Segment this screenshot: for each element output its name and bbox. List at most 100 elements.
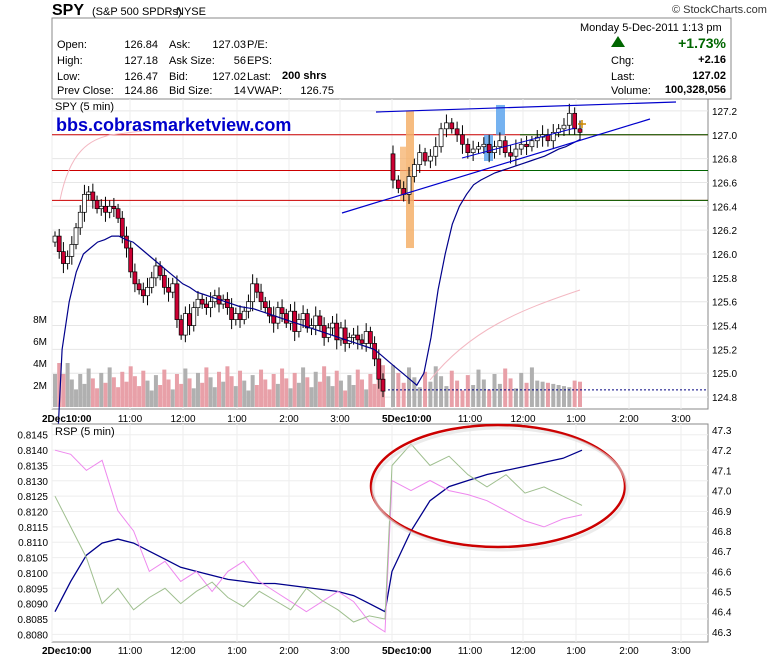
volume-bar (275, 383, 280, 407)
candle-body (351, 334, 356, 338)
price-axis: 127.2 127.0 126.8 126.6 126.4 126.2 126.0 125.8… (712, 107, 737, 404)
volume-bar (212, 387, 217, 407)
rsp-left-tick-label: 0.8080 (17, 630, 48, 641)
rsp-right-tick-label: 46.3 (712, 628, 732, 639)
rsp-right-tick-label: 46.6 (712, 567, 732, 578)
time-tick-label: 1:00 (566, 414, 586, 425)
volume-bar (540, 381, 545, 407)
rsp-time-tick-label: 2Dec10:00 (42, 646, 92, 657)
candle-body (524, 143, 529, 148)
volume-bar (271, 374, 276, 407)
volume-bar (326, 376, 331, 407)
volume-bar (74, 389, 79, 407)
time-tick-label: 3:00 (330, 414, 350, 425)
rsp-time-tick-label: 12:00 (170, 646, 195, 657)
volume-bar (460, 390, 465, 407)
low-label: Low: (57, 71, 81, 83)
volume-bar (111, 377, 116, 407)
volume-bar (288, 388, 293, 407)
time-tick-label: 12:00 (510, 414, 535, 425)
rsp-left-tick-label: 0.8145 (17, 431, 48, 442)
rsp-right-axis: 47.3 47.2 47.1 47.0 46.9 46.8 46.7 46.6 46.5 46.4… (712, 426, 732, 639)
prevclose-label: Prev Close: (57, 85, 114, 97)
blue-highlight-bar (496, 104, 505, 135)
price-tick-label: 126.4 (712, 202, 737, 213)
volume-bar (417, 387, 422, 407)
volume-bar (407, 367, 412, 407)
open-value: 126.84 (124, 39, 158, 51)
last-price-marker (578, 120, 586, 128)
candle-body (433, 146, 439, 157)
volume-bar (137, 386, 142, 407)
price-tick-label: 125.4 (712, 322, 737, 333)
rsp-panel (51, 423, 709, 643)
volume-bar (292, 372, 297, 407)
rsp-time-tick-label: 2:00 (279, 646, 299, 657)
candle-body (300, 313, 306, 320)
volume-bar (280, 368, 285, 407)
volume-bar (313, 371, 318, 407)
candle-body (136, 283, 142, 291)
rsp-left-tick-label: 0.8090 (17, 600, 48, 611)
candle-body (61, 251, 66, 264)
volume-bar (128, 366, 133, 407)
rsp-time-tick-label: 1:00 (227, 646, 247, 657)
moving-average (54, 129, 581, 493)
price-tick-label: 125.6 (712, 298, 737, 309)
candle-body (111, 205, 117, 210)
volume-tick-label: 2M (33, 381, 47, 392)
exchange: NYSE (176, 6, 206, 18)
candle-body (86, 191, 91, 195)
candle-body (204, 303, 209, 309)
rsp-left-tick-label: 0.8115 (18, 523, 48, 534)
volume-bar (179, 383, 184, 407)
rsp-left-tick-label: 0.8120 (17, 508, 48, 519)
chg-label: Chg: (611, 55, 635, 67)
volume-bar (513, 388, 518, 407)
price-tick-label: 124.8 (712, 393, 737, 404)
last-size: 200 shrs (282, 70, 327, 82)
candle-body (486, 143, 492, 154)
candle-body (103, 205, 108, 213)
candle-body (513, 148, 519, 157)
candle-body (56, 235, 62, 252)
last2-label: Last: (611, 71, 635, 83)
rsp-left-tick-label: 0.8140 (17, 446, 48, 457)
volume-bar (428, 381, 433, 407)
volume-bar (535, 380, 540, 407)
rsp-left-tick-label: 0.8085 (17, 615, 48, 626)
last-value: 127.02 (692, 70, 726, 82)
price-tick-label: 125.8 (712, 274, 737, 285)
candle-body (69, 244, 75, 257)
ma-line (54, 138, 581, 493)
pe-label: P/E: (247, 39, 268, 51)
rsp-left-tick-label: 0.8135 (17, 461, 48, 472)
time-tick-label: 2:00 (279, 414, 299, 425)
volume-bar (90, 378, 95, 407)
volume-bar (412, 377, 417, 407)
candle-body (65, 256, 70, 264)
candle-body (376, 358, 382, 380)
vwap-value: 126.75 (300, 85, 334, 97)
asksize-label: Ask Size: (169, 55, 215, 67)
volume-bar (529, 367, 534, 407)
candle-body (470, 148, 476, 154)
candle-body (476, 146, 481, 150)
candle-body (258, 291, 264, 303)
bidsize-label: Bid Size: (169, 85, 213, 97)
candle-body (157, 265, 163, 276)
symbol: SPY (52, 2, 85, 19)
volume-value: 100,328,056 (664, 84, 726, 96)
price-tick-label: 125.2 (712, 345, 737, 356)
volume-bar (103, 382, 108, 407)
low-value: 126.47 (124, 71, 158, 83)
volume-bar (225, 366, 230, 407)
volume-bar (284, 378, 289, 407)
candle-body (406, 176, 412, 195)
volume-bars (53, 363, 708, 407)
candle-body (317, 315, 323, 326)
candle-body (183, 313, 188, 336)
volume-bar (204, 367, 209, 407)
volume-bar (183, 368, 188, 407)
rsp-left-axis: 0.8145 0.8140 0.8135 0.8130 0.8125 0.8120 0.81… (17, 431, 48, 642)
